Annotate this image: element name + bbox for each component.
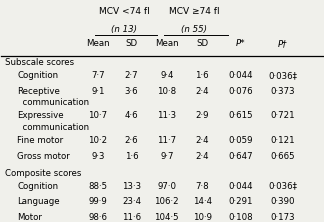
Text: 2·4: 2·4 <box>195 152 209 161</box>
Text: 4·6: 4·6 <box>125 111 138 121</box>
Text: 0·036‡: 0·036‡ <box>268 71 297 80</box>
Text: 0·647: 0·647 <box>228 152 253 161</box>
Text: 9·1: 9·1 <box>91 87 105 96</box>
Text: 9·4: 9·4 <box>160 71 174 80</box>
Text: 11·6: 11·6 <box>122 213 141 222</box>
Text: 0·615: 0·615 <box>228 111 253 121</box>
Text: 9·7: 9·7 <box>160 152 174 161</box>
Text: 2·4: 2·4 <box>195 136 209 145</box>
Text: 0·044: 0·044 <box>228 182 253 190</box>
Text: 99·9: 99·9 <box>88 197 107 206</box>
Text: Cognition: Cognition <box>17 182 59 190</box>
Text: 0·044: 0·044 <box>228 71 253 80</box>
Text: 0·173: 0·173 <box>270 213 295 222</box>
Text: (n 55): (n 55) <box>181 25 207 34</box>
Text: 1·6: 1·6 <box>195 71 209 80</box>
Text: P*: P* <box>236 39 246 48</box>
Text: 2·6: 2·6 <box>125 136 138 145</box>
Text: 98·6: 98·6 <box>88 213 107 222</box>
Text: 0·291: 0·291 <box>228 197 253 206</box>
Text: (n 13): (n 13) <box>111 25 137 34</box>
Text: 0·721: 0·721 <box>270 111 295 121</box>
Text: 1·6: 1·6 <box>125 152 138 161</box>
Text: 106·2: 106·2 <box>155 197 179 206</box>
Text: 88·5: 88·5 <box>88 182 107 190</box>
Text: Mean: Mean <box>86 39 110 48</box>
Text: 0·665: 0·665 <box>270 152 295 161</box>
Text: Gross motor: Gross motor <box>17 152 70 161</box>
Text: 14·4: 14·4 <box>192 197 212 206</box>
Text: Motor: Motor <box>17 213 42 222</box>
Text: Language: Language <box>17 197 60 206</box>
Text: SD: SD <box>125 39 138 48</box>
Text: 7·7: 7·7 <box>91 71 105 80</box>
Text: 23·4: 23·4 <box>122 197 141 206</box>
Text: 9·3: 9·3 <box>91 152 105 161</box>
Text: Mean: Mean <box>155 39 179 48</box>
Text: 0·076: 0·076 <box>228 87 253 96</box>
Text: SD: SD <box>196 39 208 48</box>
Text: 13·3: 13·3 <box>122 182 141 190</box>
Text: 0·108: 0·108 <box>228 213 253 222</box>
Text: 0·390: 0·390 <box>270 197 295 206</box>
Text: 11·3: 11·3 <box>157 111 176 121</box>
Text: 0·121: 0·121 <box>270 136 295 145</box>
Text: Expressive
  communication: Expressive communication <box>17 111 89 132</box>
Text: 11·7: 11·7 <box>157 136 176 145</box>
Text: Subscale scores: Subscale scores <box>5 58 74 67</box>
Text: 0·373: 0·373 <box>270 87 295 96</box>
Text: P†: P† <box>278 39 287 48</box>
Text: 3·6: 3·6 <box>125 87 138 96</box>
Text: 104·5: 104·5 <box>155 213 179 222</box>
Text: 7·8: 7·8 <box>195 182 209 190</box>
Text: 10·2: 10·2 <box>88 136 107 145</box>
Text: 10·9: 10·9 <box>193 213 212 222</box>
Text: 2·4: 2·4 <box>195 87 209 96</box>
Text: Fine motor: Fine motor <box>17 136 64 145</box>
Text: 0·059: 0·059 <box>228 136 253 145</box>
Text: MCV ≥74 fl: MCV ≥74 fl <box>169 7 219 16</box>
Text: Receptive
  communication: Receptive communication <box>17 87 89 107</box>
Text: Cognition: Cognition <box>17 71 59 80</box>
Text: 2·9: 2·9 <box>195 111 209 121</box>
Text: MCV <74 fl: MCV <74 fl <box>99 7 150 16</box>
Text: 0·036‡: 0·036‡ <box>268 182 297 190</box>
Text: 2·7: 2·7 <box>125 71 138 80</box>
Text: Composite scores: Composite scores <box>5 168 81 178</box>
Text: 97·0: 97·0 <box>157 182 176 190</box>
Text: 10·8: 10·8 <box>157 87 176 96</box>
Text: 10·7: 10·7 <box>88 111 107 121</box>
